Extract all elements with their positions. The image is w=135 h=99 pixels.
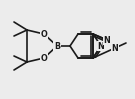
Text: B: B	[54, 41, 60, 50]
Text: N: N	[112, 43, 118, 52]
Text: O: O	[41, 53, 47, 62]
Text: N: N	[98, 41, 104, 50]
Text: O: O	[41, 30, 47, 39]
Text: N: N	[104, 36, 110, 44]
